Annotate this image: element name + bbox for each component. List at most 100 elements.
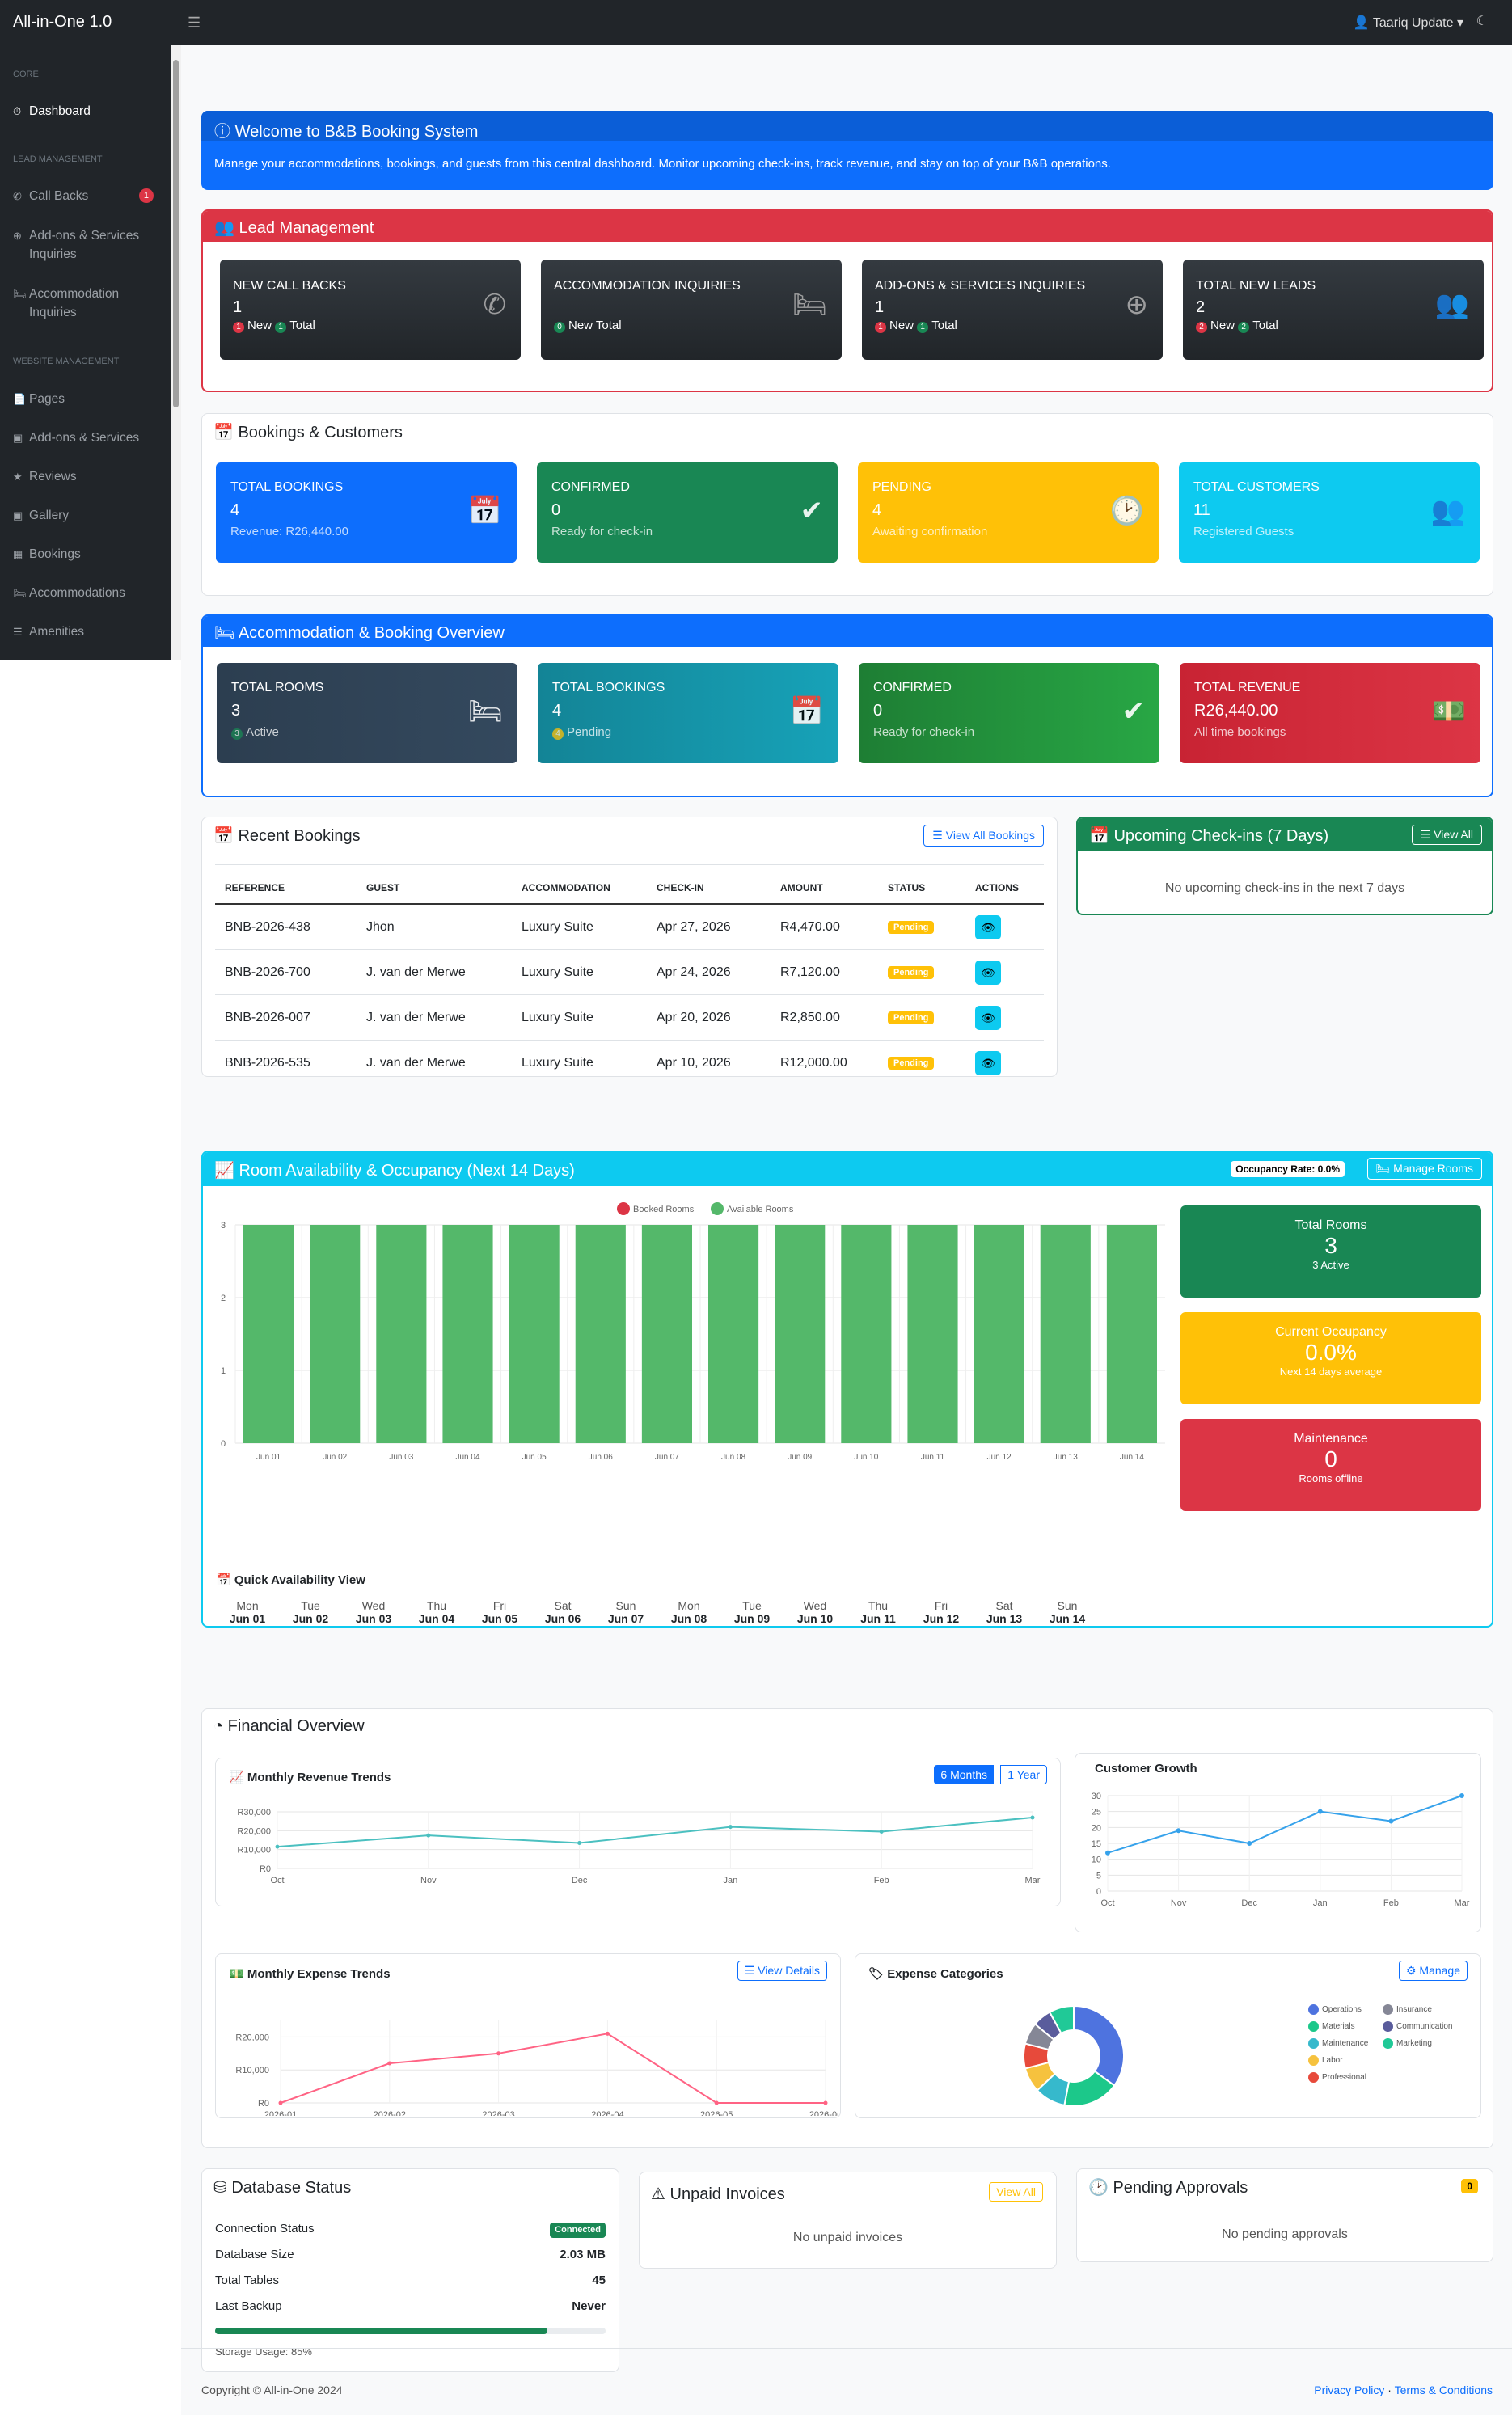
title-text: Expense Categories [887, 1967, 1003, 1981]
button-label: View All Bookings [945, 829, 1035, 842]
view-booking-button[interactable]: 👁 [975, 915, 1001, 939]
total-label: Total [931, 319, 957, 332]
warning-icon: ⚠ [651, 2185, 665, 2203]
lead-stat-card[interactable]: NEW CALL BACKS 1 1 New 1 Total ✆ [220, 260, 521, 360]
overview-stat-card[interactable]: TOTAL BOOKINGS 4 4 Pending 📅 [538, 663, 838, 763]
customer-growth-line-chart: 0 5 10 15 20 25 30 Oct Nov Dec Jan Feb Mar [1092, 1792, 1470, 1908]
scrollbar-thumb[interactable] [173, 60, 179, 407]
sidebar-item-reviews[interactable]: ★ Reviews [13, 467, 167, 486]
series-line [280, 2033, 826, 2104]
brand-logo[interactable]: All-in-One 1.0 [13, 13, 112, 31]
lead-stat-card[interactable]: ACCOMMODATION INQUIRIES 0 New Total 🛏 [541, 260, 842, 360]
bookings-customers-card: 📅 Bookings & Customers TOTAL BOOKINGS 4 Re… [201, 413, 1493, 596]
weekday: Sat [554, 1599, 572, 1612]
stat-sub-text: Ready for check-in [873, 725, 975, 739]
bar-available [442, 1225, 493, 1443]
table-cell: Apr 24, 2026 [657, 965, 731, 979]
x-tick-label: Jun 10 [854, 1453, 878, 1462]
weekday: Mon [678, 1599, 700, 1612]
user-name: Taariq Update [1372, 16, 1454, 30]
view-booking-button[interactable]: 👁 [975, 1006, 1001, 1030]
table-header: ACTIONS [975, 882, 1019, 893]
weekday: Sat [995, 1599, 1013, 1612]
legend-item: Maintenance [1308, 2038, 1368, 2049]
x-tick-label: Dec [1241, 1898, 1257, 1908]
sidebar-item-addons-inquiries[interactable]: ⊕ Add-ons & Services Inquiries [13, 226, 167, 264]
menu-toggle-icon[interactable]: ☰ [188, 15, 201, 31]
overview-stat-card[interactable]: TOTAL ROOMS 3 3 Active 🛏 [217, 663, 517, 763]
sidebar-item-accommodations[interactable]: 🛏 Accommodations [13, 584, 167, 602]
tables-label: Total Tables [215, 2274, 279, 2287]
view-details-button[interactable]: ☰ View Details [737, 1961, 827, 1981]
sidebar-item-call-backs[interactable]: ✆ Call Backs 1 [13, 187, 167, 205]
user-menu[interactable]: 👤 Taariq Update ▾ [1353, 16, 1463, 30]
unpaid-invoices-card: ⚠ Unpaid Invoices View All No unpaid inv… [639, 2172, 1057, 2269]
revenue-trends-title: 📈 Monthly Revenue Trends [229, 1770, 391, 1784]
total-rooms-sub: 3 Active [1312, 1259, 1349, 1271]
sidebar-item-dashboard[interactable]: ⏱ Dashboard [13, 102, 167, 120]
bed-icon: 🛏 [1375, 1162, 1391, 1175]
lead-stat-card[interactable]: ADD-ONS & SERVICES INQUIRIES 1 1 New 1 Total… [862, 260, 1163, 360]
sidebar-item-gallery[interactable]: ▣ Gallery [13, 506, 167, 525]
weekday: Wed [361, 1599, 386, 1612]
doughnut-slice [1073, 2004, 1125, 2087]
legend-swatch [1383, 2038, 1393, 2049]
weekday: Thu [426, 1599, 447, 1612]
backup-label: Last Backup [215, 2299, 282, 2313]
calendar-icon: 📅 [213, 827, 234, 845]
storage-progress [215, 2328, 606, 2334]
privacy-policy-link[interactable]: Privacy Policy [1314, 2383, 1385, 2396]
x-tick-label: Jan [724, 1876, 738, 1885]
sidebar-item-bookings[interactable]: ▦ Bookings [13, 545, 167, 564]
manage-categories-button[interactable]: ⚙ Manage [1398, 1961, 1468, 1981]
booking-stat-card[interactable]: TOTAL CUSTOMERS 11 Registered Guests 👥 [1179, 462, 1480, 563]
overview-stat-card[interactable]: CONFIRMED 0 Ready for check-in ✔ [859, 663, 1159, 763]
money-icon: 💵 [1431, 696, 1466, 727]
doughnut-slice [1048, 2004, 1075, 2035]
sidebar-item-amenities[interactable]: ☰ Amenities [13, 623, 167, 641]
view-all-invoices-button[interactable]: View All [989, 2182, 1043, 2202]
view-all-bookings-button[interactable]: ☰ View All Bookings [923, 825, 1044, 847]
y-tick-label: R30,000 [237, 1808, 271, 1818]
overview-stat-card[interactable]: TOTAL REVENUE R26,440.00 All time bookings… [1180, 663, 1480, 763]
lead-stat-card[interactable]: TOTAL NEW LEADS 2 2 New 2 Total 👥 [1183, 260, 1484, 360]
six-months-button[interactable]: 6 Months [934, 1765, 994, 1784]
backup-value: Never [572, 2299, 606, 2313]
sidebar-item-accommodation-inquiries[interactable]: 🛏 Accommodation Inquiries [13, 285, 167, 322]
expense-categories-title: 🏷 Expense Categories [868, 1966, 1003, 1981]
manage-rooms-button[interactable]: 🛏 Manage Rooms [1366, 1158, 1482, 1180]
view-all-checkins-button[interactable]: ☰ View All [1411, 825, 1482, 845]
terms-link[interactable]: Terms & Conditions [1394, 2383, 1493, 2396]
booking-stat-card[interactable]: CONFIRMED 0 Ready for check-in ✔ [537, 462, 838, 563]
table-header: STATUS [888, 882, 926, 893]
one-year-button[interactable]: 1 Year [1000, 1765, 1047, 1784]
theme-toggle-icon[interactable]: ☾ [1476, 15, 1488, 28]
booking-stat-card[interactable]: TOTAL BOOKINGS 4 Revenue: R26,440.00 📅 [216, 462, 517, 563]
view-booking-button[interactable]: 👁 [975, 961, 1001, 985]
bar-available [907, 1225, 958, 1443]
stat-title: CONFIRMED [873, 681, 952, 695]
sidebar-item-pages[interactable]: 📄 Pages [13, 390, 167, 408]
view-booking-button[interactable]: 👁 [975, 1051, 1001, 1075]
upcoming-checkins-title: Upcoming Check-ins (7 Days) [1113, 827, 1329, 845]
table-header-rule [215, 903, 1044, 905]
table-cell: J. van der Merwe [366, 1056, 466, 1070]
sidebar-item-addons[interactable]: ▣ Add-ons & Services [13, 429, 167, 447]
booking-stat-card[interactable]: PENDING 4 Awaiting confirmation 🕑 [858, 462, 1159, 563]
sidebar-scrollbar[interactable] [171, 45, 181, 660]
title-text: Monthly Expense Trends [247, 1967, 391, 1981]
